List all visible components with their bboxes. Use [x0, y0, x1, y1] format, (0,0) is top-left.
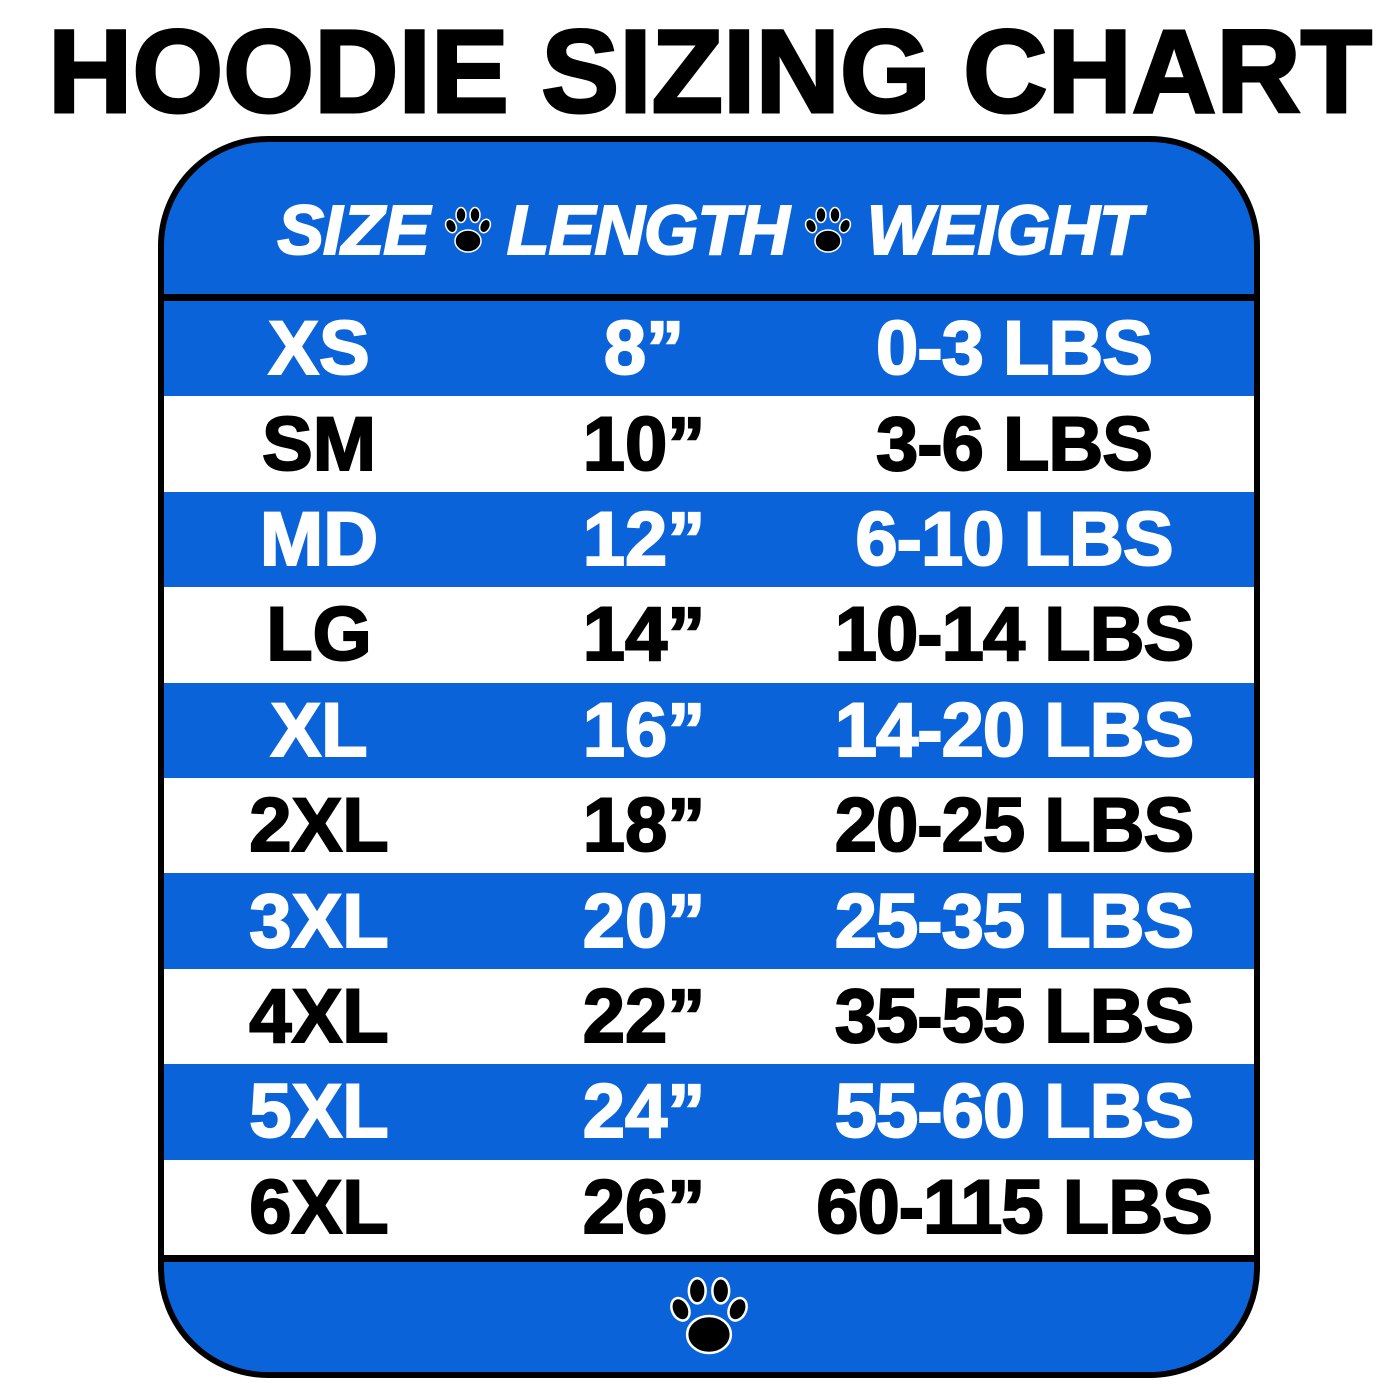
length-cell: 10” [582, 401, 707, 488]
paw-print-icon [667, 1276, 751, 1355]
length-cell: 24” [582, 1068, 707, 1155]
weight-cell: 6-10 LBS [854, 496, 1174, 583]
size-cell: LG [265, 591, 373, 678]
header-length: LENGTH [506, 190, 791, 270]
size-cell: 6XL [248, 1164, 389, 1251]
table-row: 4XL 22” 35-55 LBS [164, 968, 1254, 1065]
weight-cell: 35-55 LBS [834, 973, 1196, 1060]
size-cell: MD [259, 496, 379, 583]
size-cell: 3XL [248, 878, 389, 965]
length-cell: 16” [582, 687, 707, 774]
table-row: XL 16” 14-20 LBS [164, 682, 1254, 778]
weight-cell: 10-14 LBS [834, 591, 1196, 678]
table-row: SM 10” 3-6 LBS [164, 396, 1254, 492]
length-cell: 18” [582, 782, 707, 869]
paw-print-icon [442, 206, 493, 253]
size-cell: XL [269, 687, 368, 774]
weight-cell: 55-60 LBS [834, 1068, 1196, 1155]
length-cell: 12” [582, 496, 707, 583]
paw-print-icon [802, 206, 853, 253]
table-row: XS 8” 0-3 LBS [164, 301, 1254, 397]
table-row: 5XL 24” 55-60 LBS [164, 1064, 1254, 1160]
size-cell: 2XL [248, 782, 389, 869]
length-cell: 26” [582, 1164, 707, 1251]
size-cell: XS [267, 305, 370, 392]
weight-cell: 3-6 LBS [875, 401, 1154, 488]
table-row: 2XL 18” 20-25 LBS [164, 777, 1254, 874]
weight-cell: 20-25 LBS [834, 782, 1196, 869]
length-cell: 22” [582, 973, 707, 1060]
sizing-table: SIZE LENGTH WEIGHT XS 8” 0-3 LBS SM 10” 3-6 L… [158, 136, 1260, 1378]
page-title: HOODIE SIZING CHART [48, 8, 1374, 128]
length-cell: 8” [603, 305, 685, 392]
table-row: 6XL 26” 60-115 LBS [164, 1159, 1254, 1255]
table-header: SIZE LENGTH WEIGHT [164, 142, 1254, 294]
table-footer [164, 1264, 1254, 1372]
page-title-text: HOODIE SIZING CHART [48, 8, 1372, 128]
length-cell: 14” [582, 591, 707, 678]
table-body: XS 8” 0-3 LBS SM 10” 3-6 LBS MD 12” 6-10 LBS LG 14… [164, 301, 1254, 1255]
weight-cell: 14-20 LBS [834, 687, 1196, 774]
table-row: MD 12” 6-10 LBS [164, 491, 1254, 588]
table-row: 3XL 20” 25-35 LBS [164, 873, 1254, 969]
size-cell: 4XL [248, 973, 389, 1060]
size-cell: 5XL [248, 1068, 389, 1155]
weight-cell: 25-35 LBS [834, 878, 1196, 965]
footer-divider [164, 1255, 1254, 1262]
weight-cell: 60-115 LBS [815, 1164, 1214, 1251]
table-row: LG 14” 10-14 LBS [164, 587, 1254, 683]
weight-cell: 0-3 LBS [875, 305, 1154, 392]
header-size: SIZE [276, 190, 431, 270]
header-weight: WEIGHT [866, 190, 1143, 270]
header-divider [164, 294, 1254, 301]
size-cell: SM [261, 401, 377, 488]
length-cell: 20” [582, 878, 707, 965]
